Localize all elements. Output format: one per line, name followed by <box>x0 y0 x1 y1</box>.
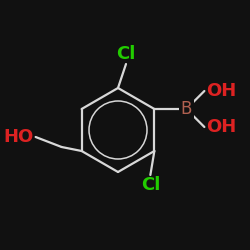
Text: HO: HO <box>4 128 34 146</box>
Text: Cl: Cl <box>141 176 160 194</box>
Text: OH: OH <box>206 82 236 100</box>
Text: OH: OH <box>206 118 236 136</box>
Text: Cl: Cl <box>116 45 136 63</box>
Text: B: B <box>181 100 192 118</box>
